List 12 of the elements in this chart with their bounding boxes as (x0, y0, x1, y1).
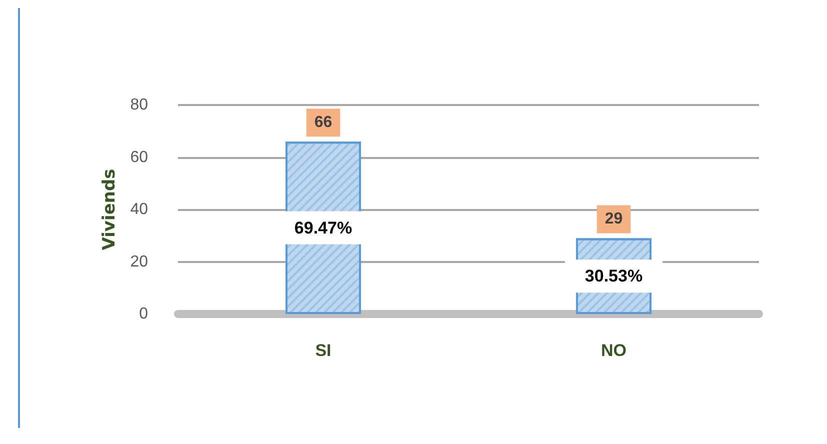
x-tick-label: NO (601, 341, 626, 360)
x-tick-label: SI (315, 341, 332, 360)
data-label: 66 (314, 114, 332, 132)
annotation: 69.47% (294, 218, 352, 238)
annotation: 30.53% (584, 266, 643, 286)
y-tick-label: 80 (130, 96, 148, 114)
y-tick-label: 0 (139, 306, 148, 322)
y-tick-label: 60 (130, 148, 148, 166)
data-label: 29 (604, 210, 623, 228)
y-tick-label: 40 (130, 201, 148, 218)
y-tick-label: 20 (130, 253, 148, 270)
y-axis-title: Viviends (100, 168, 120, 250)
